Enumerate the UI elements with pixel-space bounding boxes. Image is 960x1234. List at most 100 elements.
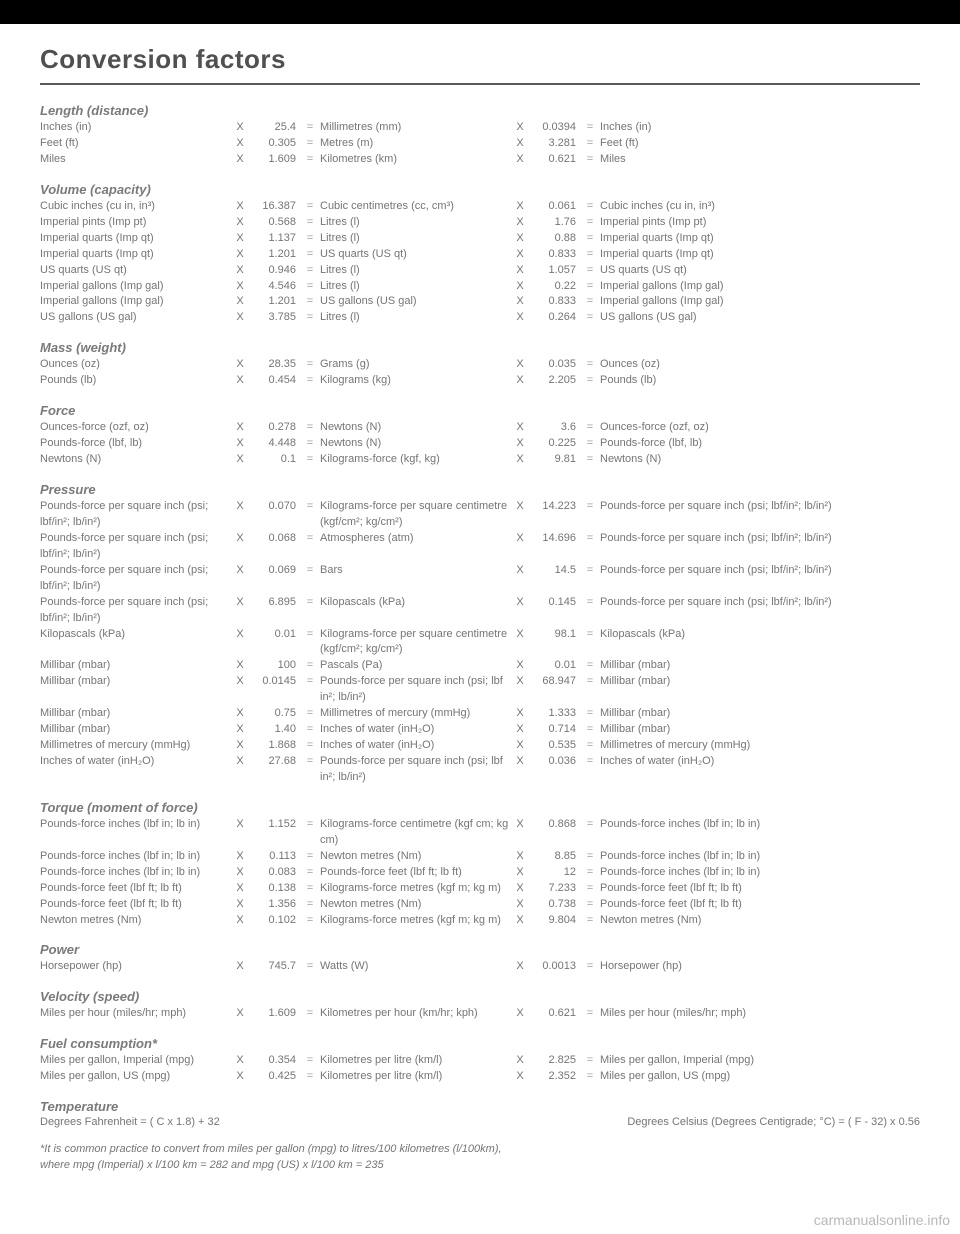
equals-symbol: = — [584, 531, 596, 563]
equals-symbol: = — [584, 738, 596, 754]
multiply-symbol: X — [234, 310, 246, 326]
equals-symbol: = — [304, 706, 316, 722]
unit-mid: US gallons (US gal) — [320, 294, 510, 310]
conversion-row: Feet (ft)X0.305=Metres (m)X3.281=Feet (f… — [40, 136, 920, 152]
unit-to: Imperial pints (Imp pt) — [600, 215, 920, 231]
page: Conversion factors Length (distance)Inch… — [0, 0, 960, 1213]
unit-from: Pounds (lb) — [40, 373, 230, 389]
multiply-symbol: X — [514, 722, 526, 738]
unit-to: Imperial gallons (Imp gal) — [600, 294, 920, 310]
conversion-row: Imperial quarts (Imp qt)X1.201=US quarts… — [40, 247, 920, 263]
equals-symbol: = — [584, 199, 596, 215]
unit-to: Millibar (mbar) — [600, 674, 920, 706]
equals-symbol: = — [584, 706, 596, 722]
unit-to: Feet (ft) — [600, 136, 920, 152]
footnote-line-2: where mpg (Imperial) x l/100 km = 282 an… — [40, 1158, 920, 1173]
unit-mid: Newton metres (Nm) — [320, 849, 510, 865]
factor-1: 16.387 — [250, 199, 300, 215]
conversion-row: Kilopascals (kPa)X0.01=Kilograms-force p… — [40, 627, 920, 659]
factor-1: 4.448 — [250, 436, 300, 452]
equals-symbol: = — [304, 247, 316, 263]
unit-to: Pounds-force per square inch (psi; lbf/i… — [600, 499, 920, 531]
multiply-symbol: X — [514, 1006, 526, 1022]
equals-symbol: = — [584, 452, 596, 468]
temperature-row: Degrees Fahrenheit = ( C x 1.8) + 32 Deg… — [40, 1116, 920, 1128]
equals-symbol: = — [584, 152, 596, 168]
unit-from: Millibar (mbar) — [40, 706, 230, 722]
unit-to: Pounds-force per square inch (psi; lbf/i… — [600, 595, 920, 627]
multiply-symbol: X — [234, 152, 246, 168]
factor-2: 0.621 — [530, 152, 580, 168]
unit-mid: Pascals (Pa) — [320, 658, 510, 674]
unit-from: US quarts (US qt) — [40, 263, 230, 279]
unit-to: Newtons (N) — [600, 452, 920, 468]
multiply-symbol: X — [514, 373, 526, 389]
unit-from: Ounces-force (ozf, oz) — [40, 420, 230, 436]
unit-to: Inches of water (inH₂O) — [600, 754, 920, 786]
section-title: Torque (moment of force) — [40, 800, 920, 815]
unit-from: Pounds-force per square inch (psi; lbf/i… — [40, 499, 230, 531]
unit-to: Cubic inches (cu in, in³) — [600, 199, 920, 215]
unit-mid: Kilograms-force metres (kgf m; kg m) — [320, 913, 510, 929]
multiply-symbol: X — [514, 231, 526, 247]
equals-symbol: = — [304, 865, 316, 881]
multiply-symbol: X — [514, 754, 526, 786]
multiply-symbol: X — [234, 754, 246, 786]
equals-symbol: = — [304, 674, 316, 706]
unit-from: Pounds-force per square inch (psi; lbf/i… — [40, 563, 230, 595]
multiply-symbol: X — [234, 563, 246, 595]
factor-1: 6.895 — [250, 595, 300, 627]
equals-symbol: = — [584, 499, 596, 531]
unit-from: Pounds-force inches (lbf in; lb in) — [40, 865, 230, 881]
unit-mid: Pounds-force per square inch (psi; lbf i… — [320, 674, 510, 706]
temp-celsius: Degrees Celsius (Degrees Centigrade; °C)… — [627, 1116, 920, 1128]
unit-mid: Millimetres of mercury (mmHg) — [320, 706, 510, 722]
unit-mid: Watts (W) — [320, 959, 510, 975]
multiply-symbol: X — [514, 531, 526, 563]
multiply-symbol: X — [234, 215, 246, 231]
unit-to: US quarts (US qt) — [600, 263, 920, 279]
multiply-symbol: X — [514, 294, 526, 310]
equals-symbol: = — [584, 881, 596, 897]
multiply-symbol: X — [234, 279, 246, 295]
equals-symbol: = — [304, 913, 316, 929]
multiply-symbol: X — [514, 738, 526, 754]
unit-to: Miles — [600, 152, 920, 168]
equals-symbol: = — [584, 913, 596, 929]
equals-symbol: = — [304, 658, 316, 674]
factor-2: 3.281 — [530, 136, 580, 152]
unit-to: Kilopascals (kPa) — [600, 627, 920, 659]
equals-symbol: = — [584, 722, 596, 738]
factor-1: 0.070 — [250, 499, 300, 531]
unit-mid: Litres (l) — [320, 231, 510, 247]
factor-1: 0.305 — [250, 136, 300, 152]
equals-symbol: = — [304, 1069, 316, 1085]
equals-symbol: = — [304, 959, 316, 975]
unit-to: Miles per gallon, US (mpg) — [600, 1069, 920, 1085]
equals-symbol: = — [304, 373, 316, 389]
equals-symbol: = — [304, 420, 316, 436]
factor-1: 0.102 — [250, 913, 300, 929]
unit-from: US gallons (US gal) — [40, 310, 230, 326]
multiply-symbol: X — [234, 817, 246, 849]
equals-symbol: = — [304, 436, 316, 452]
conversion-row: Miles per gallon, Imperial (mpg)X0.354=K… — [40, 1053, 920, 1069]
factor-1: 3.785 — [250, 310, 300, 326]
conversion-row: Millibar (mbar)X0.75=Millimetres of merc… — [40, 706, 920, 722]
unit-from: Imperial quarts (Imp qt) — [40, 247, 230, 263]
multiply-symbol: X — [514, 674, 526, 706]
equals-symbol: = — [584, 231, 596, 247]
factor-1: 0.946 — [250, 263, 300, 279]
equals-symbol: = — [304, 531, 316, 563]
section-title: Volume (capacity) — [40, 182, 920, 197]
multiply-symbol: X — [514, 817, 526, 849]
section-title: Velocity (speed) — [40, 989, 920, 1004]
conversion-row: Pounds-force feet (lbf ft; lb ft)X0.138=… — [40, 881, 920, 897]
unit-mid: Newtons (N) — [320, 420, 510, 436]
conversion-row: Inches of water (inH₂O)X27.68=Pounds-for… — [40, 754, 920, 786]
multiply-symbol: X — [234, 436, 246, 452]
conversion-row: Ounces-force (ozf, oz)X0.278=Newtons (N)… — [40, 420, 920, 436]
unit-to: Imperial quarts (Imp qt) — [600, 231, 920, 247]
equals-symbol: = — [304, 215, 316, 231]
multiply-symbol: X — [234, 120, 246, 136]
